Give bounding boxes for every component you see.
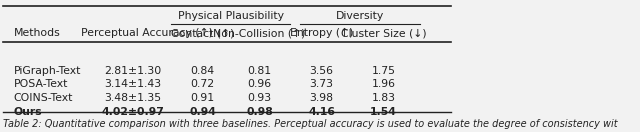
Text: 0.94: 0.94 <box>189 107 216 117</box>
Text: 0.93: 0.93 <box>248 93 271 103</box>
Text: 4.02±0.97: 4.02±0.97 <box>101 107 164 117</box>
Text: Physical Plausibility: Physical Plausibility <box>178 11 284 21</box>
Text: POSA-Text: POSA-Text <box>13 79 68 89</box>
Text: 0.81: 0.81 <box>248 66 271 76</box>
Text: 3.48±1.35: 3.48±1.35 <box>104 93 161 103</box>
Text: 0.91: 0.91 <box>191 93 214 103</box>
Text: 3.56: 3.56 <box>310 66 333 76</box>
Text: Contact (↑): Contact (↑) <box>171 28 234 38</box>
Text: 0.72: 0.72 <box>191 79 214 89</box>
Text: Methods: Methods <box>13 28 60 38</box>
Text: Table 2: Quantitative comparison with three baselines. Perceptual accuracy is us: Table 2: Quantitative comparison with th… <box>3 119 618 129</box>
Text: Perceptual Accuracy (↑): Perceptual Accuracy (↑) <box>81 28 212 38</box>
Text: 1.54: 1.54 <box>370 107 397 117</box>
Text: 3.14±1.43: 3.14±1.43 <box>104 79 161 89</box>
Text: Diversity: Diversity <box>336 11 384 21</box>
Text: Cluster Size (↓): Cluster Size (↓) <box>341 28 426 38</box>
Text: PiGraph-Text: PiGraph-Text <box>13 66 81 76</box>
Text: 4.16: 4.16 <box>308 107 335 117</box>
Text: Ours: Ours <box>13 107 42 117</box>
Text: 0.96: 0.96 <box>248 79 271 89</box>
Text: 0.98: 0.98 <box>246 107 273 117</box>
Text: 2.81±1.30: 2.81±1.30 <box>104 66 161 76</box>
Text: Non-Collision (↑): Non-Collision (↑) <box>213 28 306 38</box>
Text: COINS-Text: COINS-Text <box>13 93 73 103</box>
Text: 1.75: 1.75 <box>372 66 396 76</box>
Text: 0.84: 0.84 <box>191 66 214 76</box>
Text: 1.96: 1.96 <box>372 79 396 89</box>
Text: Entropy (↑): Entropy (↑) <box>290 28 353 38</box>
Text: 3.98: 3.98 <box>310 93 333 103</box>
Text: 3.73: 3.73 <box>310 79 333 89</box>
Text: 1.83: 1.83 <box>372 93 396 103</box>
